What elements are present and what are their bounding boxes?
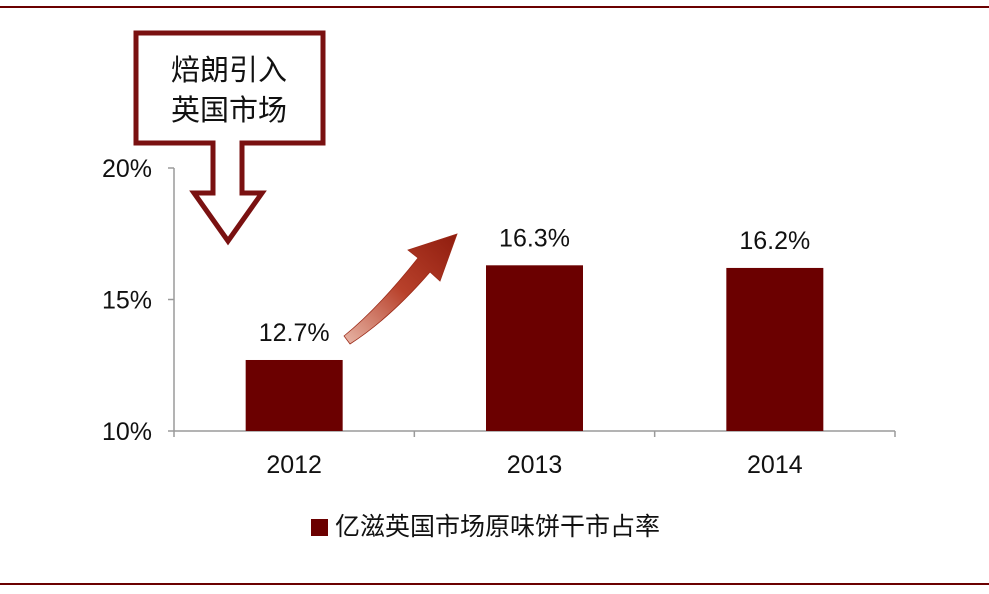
callout-arrow-outline: [133, 30, 326, 246]
bar: [726, 267, 824, 431]
axes: 10% 15% 20% 2012 2013 2014: [102, 155, 896, 479]
y-tick-label: 15%: [102, 287, 152, 315]
data-label: 16.3%: [499, 224, 570, 252]
annotation-callout: 焙朗引入 英国市场: [133, 30, 326, 246]
y-tick-label: 20%: [102, 155, 152, 183]
x-tick-label: 2014: [747, 451, 803, 479]
legend: 亿滋英国市场原味饼干市占率: [311, 512, 660, 541]
y-tick-label: 10%: [102, 418, 152, 446]
x-tick-label: 2012: [266, 451, 322, 479]
data-label: 16.2%: [739, 227, 810, 255]
trend-arrow: [343, 233, 458, 345]
legend-swatch: [311, 519, 328, 536]
bar: [245, 359, 343, 431]
x-tick-label: 2013: [507, 451, 563, 479]
annotation-line-2: 英国市场: [171, 93, 287, 127]
annotation-line-1: 焙朗引入: [171, 53, 287, 87]
legend-label: 亿滋英国市场原味饼干市占率: [335, 512, 660, 541]
bar: [486, 265, 583, 431]
value-labels: 12.7% 16.3% 16.2%: [259, 224, 811, 347]
bars: [245, 265, 824, 431]
data-label: 12.7%: [259, 319, 330, 347]
